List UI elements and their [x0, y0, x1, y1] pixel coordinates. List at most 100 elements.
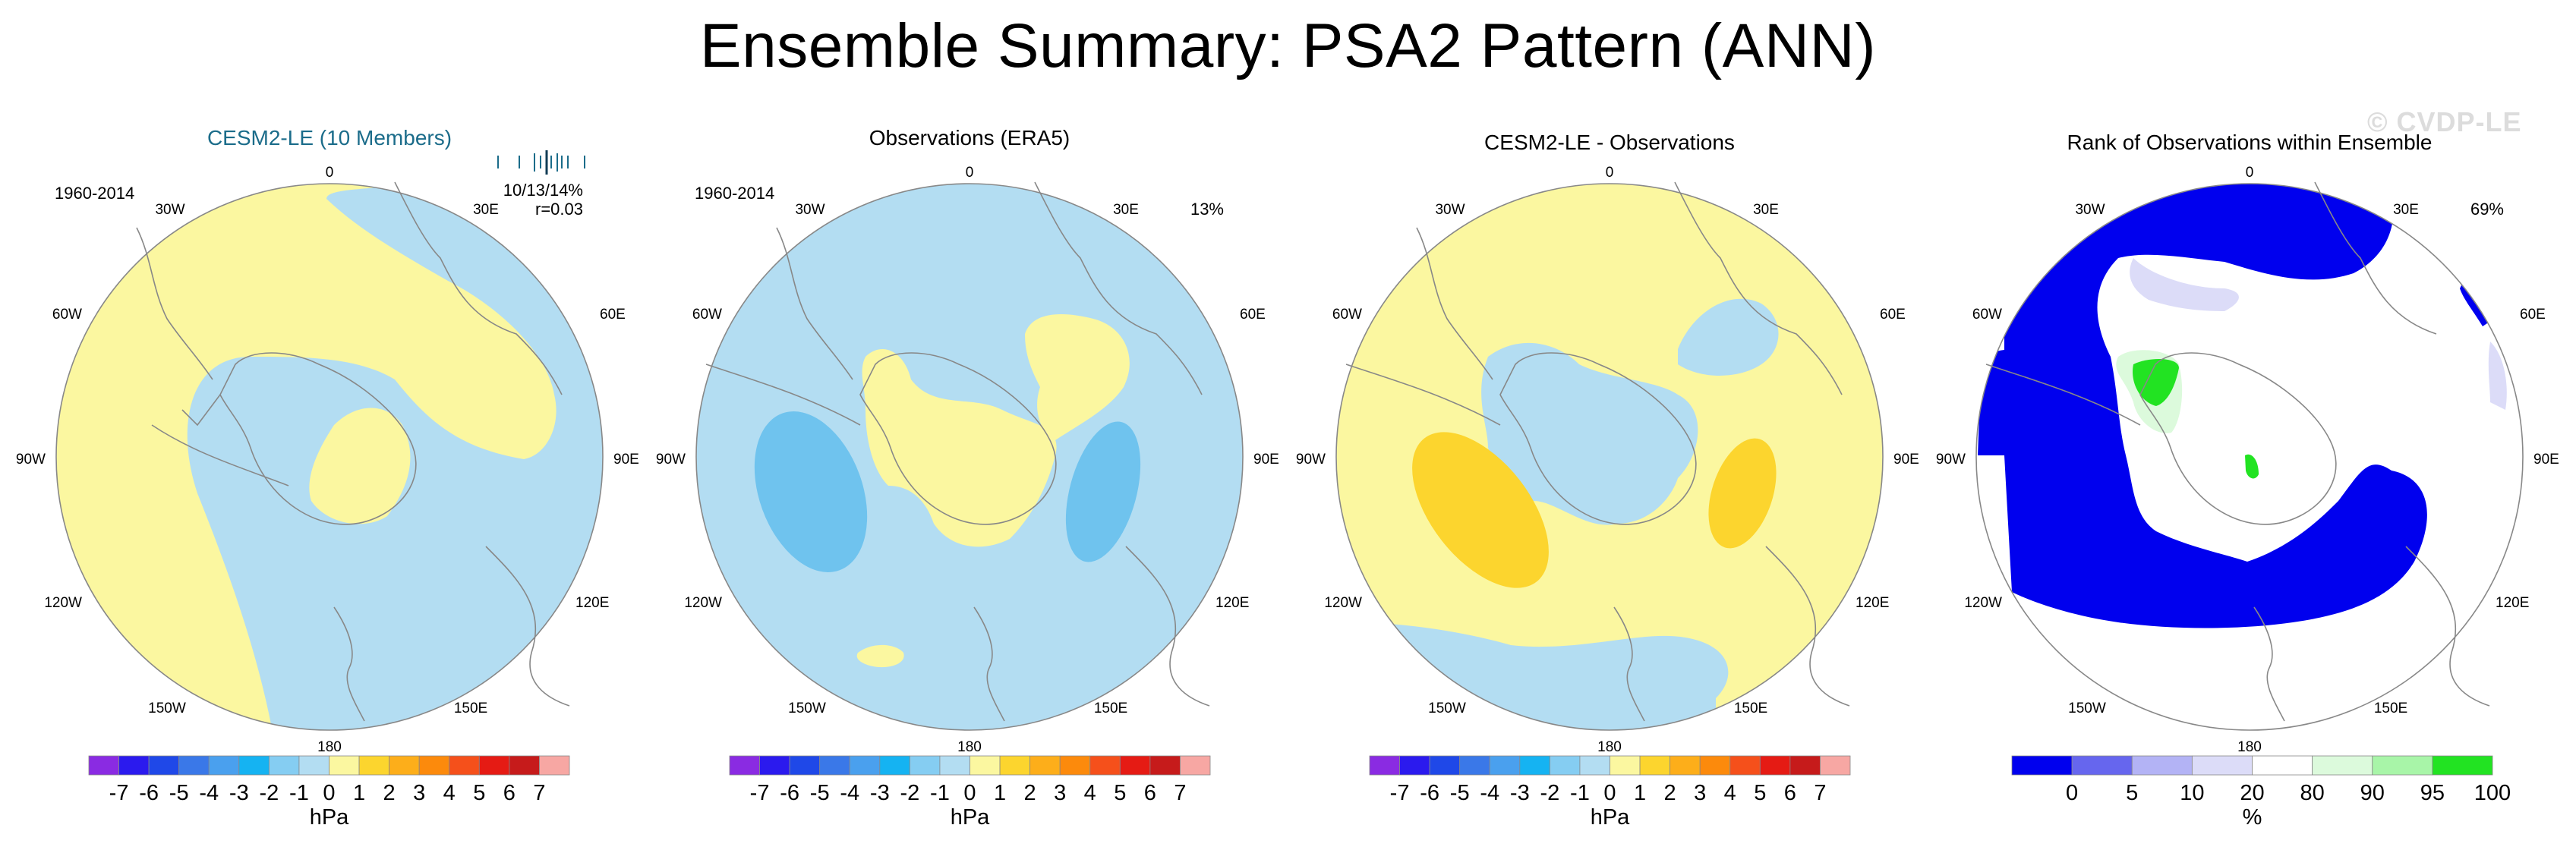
colorbar-units: hPa — [951, 805, 990, 830]
colorbar-tick-label: -4 — [840, 781, 859, 805]
svg-text:90E: 90E — [1253, 452, 1279, 468]
panel-rank: Rank of Observations within Ensemble 69%… — [1936, 131, 2559, 755]
colorbar-segment — [268, 755, 300, 776]
cvdp-watermark: © CVDP-LE — [2367, 106, 2522, 137]
colorbar-segment — [1399, 755, 1430, 776]
colorbar-tick-label: 3 — [1054, 781, 1066, 805]
colorbar-tick-label: 0 — [1603, 781, 1616, 805]
svg-text:60W: 60W — [1332, 307, 1362, 323]
colorbar-tick-label: -5 — [810, 781, 830, 805]
colorbar-tick-label: -1 — [930, 781, 950, 805]
svg-text:150W: 150W — [2068, 701, 2106, 716]
colorbar-segment — [1429, 755, 1461, 776]
svg-text:90E: 90E — [2533, 452, 2559, 468]
svg-text:120W: 120W — [684, 595, 722, 611]
svg-text:30E: 30E — [1753, 202, 1779, 218]
member-ticks — [497, 150, 585, 175]
panel-r: r=0.03 — [535, 200, 583, 219]
panel-difference: CESM2-LE - Observations 0 30E 60E 90E 12… — [1296, 131, 1919, 755]
colorbar-segment — [1489, 755, 1521, 776]
colorbar-tick-label: -7 — [109, 781, 129, 805]
colorbar-tick-label: -6 — [1420, 781, 1439, 805]
colorbar-segment — [2372, 755, 2433, 776]
colorbar-tick-label: -2 — [1540, 781, 1559, 805]
svg-text:60W: 60W — [1972, 307, 2002, 323]
map-boundary — [695, 183, 1244, 731]
colorbar-segment — [539, 755, 570, 776]
colorbar-tick-label: 3 — [413, 781, 425, 805]
colorbar-tick-label: 5 — [1754, 781, 1766, 805]
svg-text:180: 180 — [317, 739, 342, 755]
colorbar-segment — [1119, 755, 1151, 776]
colorbar-segment — [178, 755, 210, 776]
svg-text:180: 180 — [2237, 739, 2262, 755]
colorbar-tick-label: 1 — [353, 781, 365, 805]
svg-text:150W: 150W — [148, 701, 186, 716]
svg-text:30E: 30E — [1113, 202, 1139, 218]
svg-text:90W: 90W — [656, 452, 686, 468]
colorbar-segment — [1089, 755, 1121, 776]
svg-text:150E: 150E — [1734, 701, 1767, 716]
colorbar-segment — [759, 755, 790, 776]
colorbar-segment — [939, 755, 970, 776]
svg-text:0: 0 — [326, 165, 334, 181]
svg-text:0: 0 — [966, 165, 974, 181]
negative-antarctica — [1481, 342, 1698, 525]
colorbar-tick-label: 6 — [1144, 781, 1156, 805]
colorbar-segment — [2191, 755, 2253, 776]
svg-text:90W: 90W — [16, 452, 46, 468]
svg-text:30E: 30E — [473, 202, 499, 218]
map-boundary — [1975, 183, 2524, 731]
colorbar-tick-label: 5 — [2126, 781, 2138, 805]
svg-text:0: 0 — [2246, 165, 2254, 181]
svg-text:60E: 60E — [600, 307, 626, 323]
positive-region — [56, 184, 557, 730]
panel-title: Rank of Observations within Ensemble — [2067, 131, 2433, 154]
colorbar-segment — [298, 755, 329, 776]
negative-center-100w — [754, 411, 868, 572]
figure-title: Ensemble Summary: PSA2 Pattern (ANN) — [699, 11, 1877, 80]
colorbar-segment — [509, 755, 540, 776]
colorbar-tick-label: -5 — [169, 781, 189, 805]
svg-text:150W: 150W — [788, 701, 826, 716]
colorbar-segment — [729, 755, 760, 776]
colorbar-tick-label: 7 — [1174, 781, 1186, 805]
colorbar-segment — [358, 755, 390, 776]
svg-text:120W: 120W — [44, 595, 82, 611]
colorbar-segment — [1459, 755, 1490, 776]
colorbar-tick-label: 0 — [2066, 781, 2078, 805]
panel-pct: 69% — [2470, 200, 2504, 219]
svg-text:120W: 120W — [1964, 595, 2002, 611]
colorbar-segment — [1579, 755, 1610, 776]
longitude-labels: 0 30E 60E 90E 120E 150E 180 150W 120W 90… — [1296, 165, 1919, 755]
colorbar-tick-label: 3 — [1694, 781, 1706, 805]
svg-text:30E: 30E — [2393, 202, 2419, 218]
svg-text:120W: 120W — [1324, 595, 1362, 611]
longitude-labels: 0 30E 60E 90E 120E 150E 180 150W 120W 90… — [1936, 165, 2559, 755]
colorbar-tick-label: 4 — [443, 781, 456, 805]
longitude-labels: 0 30E 60E 90E 120E 150E 180 150W 120W 90… — [16, 165, 639, 755]
svg-text:150E: 150E — [2374, 701, 2407, 716]
colorbar-segment — [789, 755, 821, 776]
lavender-east — [2488, 342, 2507, 410]
positive-center-110e — [1708, 438, 1777, 549]
colorbar-tick-label: -6 — [139, 781, 159, 805]
colorbar-segment — [2432, 755, 2493, 776]
colorbar-segment — [1729, 755, 1761, 776]
colorbar-segment — [208, 755, 240, 776]
colorbar-tick-label: -1 — [289, 781, 309, 805]
colorbar-tick-label: 95 — [2420, 781, 2445, 805]
colorbar-segment — [1610, 755, 1641, 776]
svg-text:30W: 30W — [1435, 202, 1465, 218]
colorbar-units: hPa — [1591, 805, 1630, 830]
colorbar-segment — [118, 755, 150, 776]
svg-text:90E: 90E — [1893, 452, 1919, 468]
colorbar-segment — [819, 755, 850, 776]
top-rank-weddell — [2133, 359, 2179, 406]
positive-center-100w — [1412, 432, 1549, 588]
colorbar-tick-label: -3 — [870, 781, 890, 805]
positive-pacific-patch — [856, 644, 904, 668]
panel-period: 1960-2014 — [695, 184, 774, 203]
colorbar-tick-label: -3 — [1510, 781, 1530, 805]
